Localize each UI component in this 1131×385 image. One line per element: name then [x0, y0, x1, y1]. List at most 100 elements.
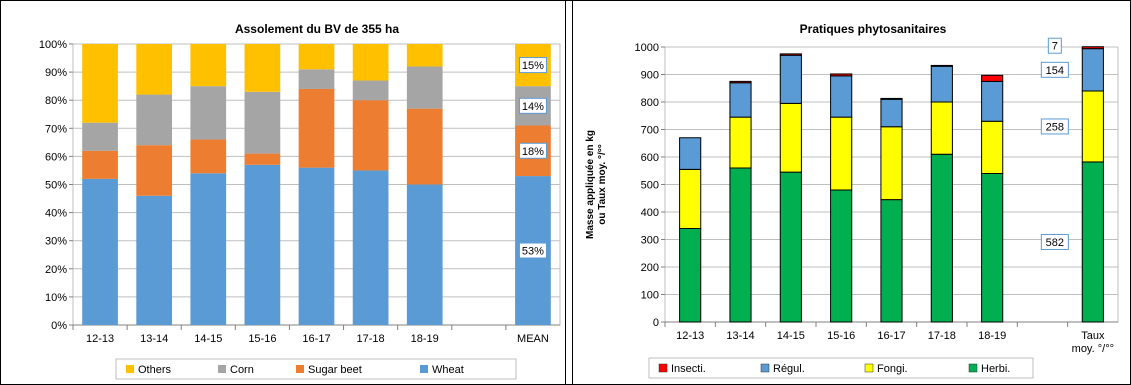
data-label-box — [1040, 118, 1069, 135]
x-tick-label: 17-18 — [357, 333, 385, 345]
bar-fongi-13-14 — [729, 116, 752, 169]
bar-sugar-beet-14-15 — [190, 139, 227, 174]
y-axis-title-line: ou Taux moy. °/°° — [597, 144, 608, 225]
bar-sugar-beet-15-16 — [244, 153, 281, 165]
y-tick-label: 0 — [653, 317, 659, 329]
bar-r-gul-15-16 — [830, 75, 853, 118]
bar-fongi-17-18 — [930, 101, 953, 155]
bar-herbi-16-17 — [880, 199, 903, 323]
bar-insecti-16-17 — [880, 97, 903, 100]
y-tick-label: 400 — [641, 207, 659, 219]
panel-divider — [565, 0, 566, 385]
phytosanitary-chart: Pratiques phytosanitaires 0 100 200 300 400 50… — [585, 22, 1119, 379]
bar-others-17-18 — [352, 44, 389, 81]
legend-label-others: Others — [138, 364, 172, 376]
bar-corn-12-13 — [82, 122, 118, 151]
x-tick-label: 12-13 — [676, 330, 704, 342]
data-label: 582 — [1046, 237, 1064, 249]
x-tick-label: moy. °/°° — [1072, 343, 1114, 355]
bar-others-12-13 — [82, 44, 118, 123]
bar-wheat-17-18 — [352, 170, 389, 325]
bar-herbi-13-14 — [729, 167, 752, 323]
x-tick-label: 16-17 — [302, 333, 330, 345]
bar-r-gul-14-15 — [779, 54, 802, 104]
bar-others-14-15 — [190, 44, 227, 87]
data-label-box — [1040, 233, 1069, 250]
bar-corn-18-19 — [406, 66, 443, 109]
legend-box — [115, 358, 517, 380]
y-tick-label: 500 — [641, 180, 659, 192]
y-tick-label: 80% — [45, 95, 67, 107]
y-axis-title: Masse appliquée en kg ou Taux moy. °/°° — [585, 130, 608, 239]
bar-insecti-14-15 — [779, 53, 802, 56]
bar-others-18-19 — [406, 44, 443, 67]
y-tick-label: 100% — [39, 39, 67, 51]
legend-swatch-herbi — [968, 363, 978, 373]
bar-fongi-taux-moy — [1081, 90, 1104, 163]
y-tick-label: 900 — [641, 70, 659, 82]
bar-r-gul-16-17 — [880, 98, 903, 128]
y-axis-title-line: Masse appliquée en kg — [585, 130, 596, 239]
data-label: 7 — [1052, 41, 1058, 53]
y-tick-label: 90% — [45, 67, 67, 79]
data-label-box — [1047, 37, 1062, 54]
legend-label-r-gul: Régul. — [773, 363, 805, 375]
y-tick-label: 70% — [45, 123, 67, 135]
y-tick-label: 40% — [45, 208, 67, 220]
legend-swatch-insecti — [658, 363, 668, 373]
data-label-box — [518, 142, 547, 159]
bar-herbi-17-18 — [930, 153, 953, 323]
y-tick-label: 100 — [641, 290, 659, 302]
x-tick-label: 18-19 — [978, 330, 1006, 342]
x-tick-label: 14-15 — [194, 333, 222, 345]
bar-herbi-18-19 — [981, 173, 1004, 323]
legend-swatch-wheat — [420, 365, 428, 373]
y-tick-label: 0% — [51, 320, 67, 332]
bar-r-gul-17-18 — [930, 65, 953, 103]
bar-insecti-17-18 — [930, 64, 953, 67]
x-tick-label: 13-14 — [140, 333, 168, 345]
x-tick-label: 17-18 — [928, 330, 956, 342]
bar-others-16-17 — [298, 44, 335, 70]
bar-others-15-16 — [244, 44, 281, 92]
data-label: 15% — [522, 60, 544, 72]
data-label: 154 — [1046, 65, 1064, 77]
legend-swatch-fongi — [864, 363, 874, 373]
bar-insecti-13-14 — [729, 80, 752, 84]
data-label-box — [518, 97, 547, 114]
bar-fongi-18-19 — [981, 120, 1004, 174]
data-label: 14% — [522, 101, 544, 113]
y-tick-label: 700 — [641, 125, 659, 137]
bar-wheat-12-13 — [82, 178, 118, 325]
bar-corn-14-15 — [190, 86, 227, 140]
bar-r-gul-taux-moy — [1081, 48, 1104, 92]
y-tick-label: 30% — [45, 236, 67, 248]
y-tick-label: 300 — [641, 235, 659, 247]
legend-swatch-corn — [218, 365, 226, 373]
bar-wheat-13-14 — [136, 195, 173, 325]
bar-insecti-18-19 — [981, 74, 1004, 82]
bar-sugar-beet-12-13 — [82, 150, 118, 179]
y-tick-label: 200 — [641, 262, 659, 274]
bar-insecti-15-16 — [830, 73, 853, 77]
data-label: 258 — [1046, 121, 1064, 133]
bar-wheat-14-15 — [190, 173, 227, 325]
legend-label-fongi: Fongi. — [877, 363, 908, 375]
bar-fongi-14-15 — [779, 102, 802, 173]
chart-title: Pratiques phytosanitaires — [800, 22, 947, 36]
y-tick-label: 10% — [45, 292, 67, 304]
bar-herbi-15-16 — [830, 189, 853, 323]
x-tick-label: 15-16 — [248, 333, 276, 345]
data-label: 53% — [522, 246, 544, 258]
x-tick-label: MEAN — [517, 333, 549, 345]
legend-swatch-r-gul — [760, 363, 770, 373]
bar-fongi-12-13 — [679, 168, 702, 229]
y-tick-label: 1000 — [635, 42, 659, 54]
data-label-box — [518, 57, 547, 74]
legend-label-wheat: Wheat — [432, 364, 464, 376]
y-tick-label: 600 — [641, 152, 659, 164]
bar-herbi-taux-moy — [1081, 161, 1104, 323]
y-tick-label: 20% — [45, 264, 67, 276]
crop-rotation-chart: Assolement du BV de 355 ha 0% 10% 20% 30% 40%… — [39, 22, 561, 380]
bar-sugar-beet-13-14 — [136, 145, 173, 196]
